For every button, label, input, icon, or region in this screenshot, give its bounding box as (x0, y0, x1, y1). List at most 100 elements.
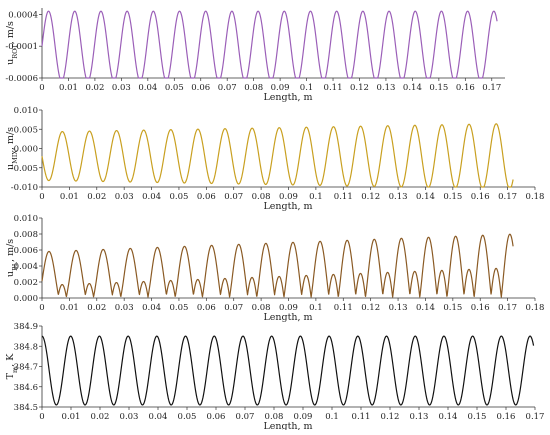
x-tick-label: 0.17 (498, 192, 517, 202)
x-tick-label: 0.15 (443, 303, 462, 313)
x-tick-label: 0.13 (389, 303, 408, 313)
x-tick-label: 0.14 (416, 303, 435, 313)
x-tick-label: 0.11 (334, 303, 353, 313)
y-tick-label: 384.6 (14, 383, 38, 393)
y-axis-label: Tm, K (5, 353, 19, 380)
x-tick-label: 0.04 (142, 303, 161, 313)
x-tick-label: 0.12 (361, 303, 380, 313)
chart-panel-1: 0 0.01 0.02 0.03 0.04 0.05 0.06 0.07 0.08 0.09 0.1… (5, 8, 505, 103)
y-label-symbol: u (5, 271, 16, 277)
x-tick-label: 0.04 (138, 83, 157, 93)
x-tick-label: 0.14 (416, 192, 435, 202)
x-tick-label: 0.01 (62, 412, 81, 422)
x-tick-label: 0.11 (324, 83, 343, 93)
x-tick-label: 0.04 (149, 412, 168, 422)
x-tick-label: 0.17 (526, 412, 545, 422)
x-tick-label: 0.09 (271, 83, 290, 93)
x-tick-label: 0.09 (294, 412, 313, 422)
y-tick-label: 0.002 (14, 278, 38, 288)
x-tick-label: 0.04 (142, 192, 161, 202)
x-tick-label: 0.02 (85, 83, 104, 93)
y-tick-label: 384.9 (14, 322, 38, 332)
y-label-subscript: ROT (11, 44, 19, 59)
y-label-subscript: BL (11, 261, 19, 271)
y-label-unit: , K (5, 353, 16, 367)
x-tick-label: 0.08 (265, 412, 284, 422)
x-tick-label: 0.18 (526, 192, 545, 202)
y-tick-label: -0.0001 (5, 42, 38, 52)
x-tick-label: 0.15 (443, 192, 462, 202)
y-tick-label: 384.8 (14, 342, 38, 352)
y-axis-label: uROT, m/s (5, 21, 19, 65)
x-tick-label: 0.08 (252, 192, 271, 202)
x-tick-label: 0.08 (244, 83, 263, 93)
y-label-unit: , m/s (5, 239, 16, 262)
x-tick-label: 0.05 (169, 303, 188, 313)
x-tick-label: 0 (39, 412, 44, 422)
x-tick-label: 0.18 (526, 303, 545, 313)
x-tick-label: 0.03 (120, 412, 139, 422)
x-tick-label: 0.12 (361, 192, 380, 202)
x-tick-label: 0.1 (309, 192, 323, 202)
x-tick-label: 0.14 (439, 412, 458, 422)
x-tick-label: 0.06 (197, 303, 216, 313)
x-tick-label: 0.03 (115, 303, 134, 313)
x-tick-label: 0.07 (218, 83, 237, 93)
y-label-unit: , m/s (5, 127, 16, 150)
x-tick-label: 0 (39, 192, 44, 202)
y-tick-label: -0.010 (11, 183, 38, 193)
y-label-subscript: m (11, 367, 19, 373)
x-tick-label: 0.01 (60, 303, 79, 313)
chart-panel-2: 0 0.01 0.02 0.03 0.04 0.05 0.06 0.07 0.08 0.09 0.1… (5, 106, 544, 212)
chart-panel-4: 0 0.01 0.02 0.03 0.04 0.05 0.06 0.07 0.08 0.09 0.1… (5, 322, 545, 432)
x-tick-label: 0.17 (482, 83, 501, 93)
x-tick-label: 0.11 (334, 192, 353, 202)
x-tick-label: 0.12 (381, 412, 400, 422)
y-tick-label: 0.010 (14, 106, 38, 116)
x-tick-label: 0.07 (224, 192, 243, 202)
x-axis-label: Length, m (263, 201, 312, 212)
x-tick-label: 0.02 (91, 412, 110, 422)
x-axis-label: Length, m (263, 421, 312, 430)
x-tick-label: 0.15 (468, 412, 487, 422)
series-line (41, 335, 535, 406)
x-tick-label: 0.09 (279, 192, 298, 202)
x-axis-label: Length, m (263, 312, 312, 323)
y-tick-label: 0.005 (14, 125, 38, 135)
x-tick-label: 0.03 (112, 83, 131, 93)
series-line (41, 10, 498, 79)
y-tick-label: 0.006 (14, 246, 38, 256)
x-tick-label: 0.16 (497, 412, 516, 422)
x-tick-label: 0.13 (410, 412, 429, 422)
x-tick-label: 0 (39, 83, 44, 93)
y-label-unit: , m/s (5, 21, 16, 44)
x-tick-label: 0.08 (252, 303, 271, 313)
x-tick-label: 0.1 (325, 412, 339, 422)
x-tick-label: 0.05 (165, 83, 184, 93)
x-tick-label: 0.05 (169, 192, 188, 202)
x-tick-label: 0.01 (60, 192, 79, 202)
x-tick-label: 0.02 (87, 192, 106, 202)
x-tick-label: 0.14 (403, 83, 422, 93)
x-tick-label: 0 (39, 303, 44, 313)
x-tick-label: 0.11 (352, 412, 371, 422)
y-label-symbol: u (5, 59, 16, 65)
x-tick-label: 0.16 (471, 192, 490, 202)
x-tick-label: 0.1 (309, 303, 323, 313)
y-tick-label: 384.5 (14, 403, 38, 413)
x-tick-label: 0.03 (115, 192, 134, 202)
x-axis-label: Length, m (263, 92, 312, 103)
series-line (41, 233, 514, 298)
x-tick-label: 0.06 (197, 192, 216, 202)
series-line (41, 123, 514, 188)
y-axis-label: uBL, m/s (5, 239, 19, 277)
x-tick-label: 0.07 (224, 303, 243, 313)
x-tick-label: 0.13 (389, 192, 408, 202)
y-tick-label: 0.000 (14, 294, 38, 304)
x-tick-label: 0.13 (376, 83, 395, 93)
y-tick-label: -0.005 (11, 164, 38, 174)
y-label-subscript: MIX (11, 150, 19, 164)
y-axis-label: uMIX, m/s (5, 127, 19, 170)
